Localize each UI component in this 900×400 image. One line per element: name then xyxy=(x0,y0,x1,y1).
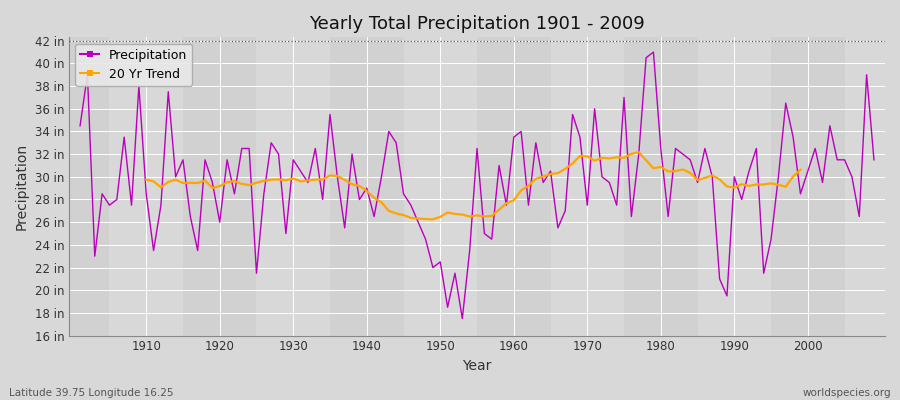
Title: Yearly Total Precipitation 1901 - 2009: Yearly Total Precipitation 1901 - 2009 xyxy=(309,15,645,33)
Bar xyxy=(183,37,256,336)
Bar xyxy=(110,37,183,336)
Legend: Precipitation, 20 Yr Trend: Precipitation, 20 Yr Trend xyxy=(76,44,193,86)
Text: Latitude 39.75 Longitude 16.25: Latitude 39.75 Longitude 16.25 xyxy=(9,388,174,398)
Y-axis label: Precipitation: Precipitation xyxy=(15,143,29,230)
Bar xyxy=(477,37,551,336)
X-axis label: Year: Year xyxy=(463,359,491,373)
Bar xyxy=(551,37,624,336)
Bar xyxy=(256,37,330,336)
Bar xyxy=(624,37,698,336)
Bar xyxy=(330,37,403,336)
Bar xyxy=(36,37,110,336)
Bar xyxy=(698,37,771,336)
Text: worldspecies.org: worldspecies.org xyxy=(803,388,891,398)
Bar xyxy=(403,37,477,336)
Bar xyxy=(771,37,844,336)
